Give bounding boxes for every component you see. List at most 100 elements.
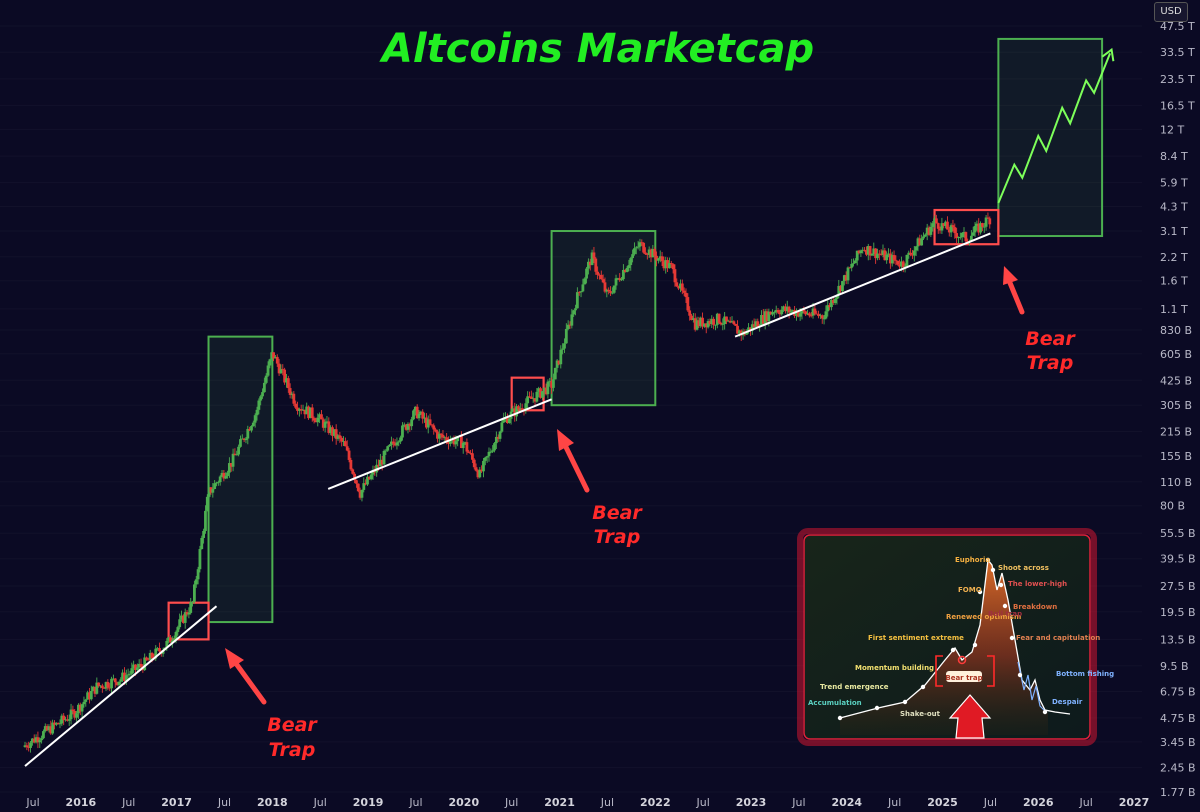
- candle: [607, 287, 611, 295]
- candle: [853, 258, 857, 264]
- candle: [552, 373, 555, 392]
- arrow-line: [229, 655, 267, 705]
- candle: [857, 249, 861, 255]
- candle: [914, 245, 918, 257]
- y-tick-label: 3.45 B: [1160, 736, 1196, 749]
- candle: [78, 702, 82, 716]
- arrow-head: [557, 429, 574, 451]
- candle: [612, 285, 616, 294]
- candle: [86, 690, 90, 700]
- candle: [732, 320, 736, 326]
- y-tick-label: 1.77 B: [1160, 786, 1196, 799]
- candle: [949, 223, 953, 238]
- candle: [809, 311, 813, 318]
- candle: [526, 391, 530, 409]
- candle: [261, 388, 264, 399]
- candle: [183, 608, 187, 629]
- bear-trap-label-3b: Trap: [1027, 352, 1074, 374]
- candle: [568, 321, 572, 329]
- y-tick-label: 605 B: [1160, 348, 1192, 361]
- candle: [231, 448, 235, 472]
- candle: [693, 313, 697, 332]
- candle: [480, 465, 484, 473]
- candle: [355, 479, 358, 488]
- candle: [922, 232, 925, 240]
- candle: [362, 477, 366, 493]
- candle: [636, 240, 640, 250]
- y-tick-label: 830 B: [1160, 324, 1192, 337]
- candle: [752, 318, 756, 330]
- candle: [609, 286, 612, 296]
- candle: [312, 416, 316, 424]
- x-tick-label: 2017: [161, 796, 192, 809]
- candle: [476, 469, 480, 479]
- candle: [807, 311, 811, 318]
- candle: [404, 423, 408, 431]
- candle: [432, 423, 436, 435]
- candle: [494, 431, 498, 450]
- x-axis[interactable]: Jul 2016 Jul 2017 Jul 2018 Jul 2019 Jul 2020 Jul 20…: [25, 796, 1149, 809]
- candle: [703, 323, 706, 328]
- candle: [725, 316, 728, 325]
- candle: [428, 413, 432, 426]
- candle: [969, 230, 973, 242]
- candle: [675, 278, 679, 288]
- currency-button[interactable]: USD: [1154, 2, 1188, 22]
- candle: [896, 260, 900, 266]
- arrow-head: [1003, 266, 1018, 285]
- candle: [723, 312, 727, 330]
- candle: [973, 222, 977, 237]
- candle: [934, 214, 938, 224]
- candle: [627, 259, 631, 272]
- inset-label: Renewed optimism: [946, 613, 1021, 621]
- candle: [465, 438, 469, 455]
- candle: [623, 269, 627, 273]
- x-tick-label: 2022: [640, 796, 671, 809]
- candle: [784, 303, 787, 314]
- candle: [859, 249, 863, 257]
- candle: [286, 375, 290, 393]
- candle: [386, 445, 390, 452]
- candle: [855, 250, 859, 266]
- candle: [846, 266, 850, 285]
- candle: [347, 447, 351, 463]
- candle: [920, 234, 924, 246]
- candle: [778, 309, 782, 319]
- candle: [528, 391, 531, 398]
- candle: [467, 449, 471, 454]
- y-axis[interactable]: 47.5 T 33.5 T 23.5 T 16.5 T 12 T 8.4 T 5.9 T 4.…: [1160, 20, 1196, 799]
- candle: [487, 447, 491, 462]
- candle: [570, 309, 574, 329]
- candle: [216, 480, 220, 486]
- candle: [229, 463, 233, 472]
- candle: [717, 313, 721, 325]
- candle: [439, 432, 443, 441]
- candle: [303, 409, 307, 419]
- candle: [239, 435, 242, 448]
- candle: [960, 232, 964, 243]
- trendline: [327, 398, 552, 490]
- candle: [500, 419, 504, 433]
- candle: [343, 437, 347, 447]
- x-tick-label: Jul: [217, 796, 231, 809]
- candle: [901, 260, 905, 273]
- trendline: [24, 605, 218, 767]
- candle: [441, 430, 445, 441]
- candle: [100, 683, 104, 693]
- candle: [493, 441, 496, 453]
- candle: [566, 320, 570, 331]
- inset-glow: [797, 528, 1097, 746]
- candle: [75, 710, 78, 722]
- candle: [67, 714, 71, 726]
- candle: [876, 248, 879, 261]
- candle: [288, 383, 292, 399]
- candle: [255, 406, 259, 421]
- candle: [233, 448, 237, 456]
- x-tick-label: 2027: [1119, 796, 1150, 809]
- candle: [406, 422, 410, 434]
- candle: [660, 251, 664, 267]
- candle: [909, 248, 913, 257]
- candle: [397, 440, 401, 447]
- inset-label: Shoot across: [998, 564, 1049, 572]
- candle: [842, 274, 846, 286]
